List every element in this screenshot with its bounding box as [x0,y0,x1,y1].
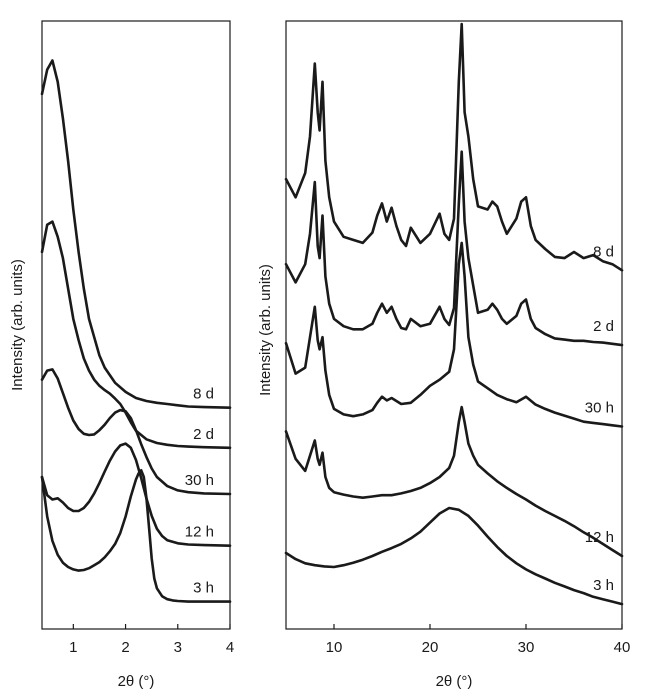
left-curve-12h [40,442,232,547]
right-curve-30h [284,241,624,428]
right-x-tick-label-10: 10 [326,639,343,656]
left-x-tick-label-3: 3 [174,639,182,656]
right-curves [284,22,624,606]
left-series-label-3h: 3 h [193,580,214,597]
right-y-axis-label: Intensity (arb. units) [257,264,274,396]
left-curve-30h [40,368,232,496]
right-x-tick-label-20: 20 [422,639,439,656]
right-x-ticks: 10 20 30 40 [326,624,631,656]
left-curve-8d [40,59,232,409]
right-curve-12h [284,405,624,558]
right-curve-3h [284,506,624,606]
right-curve-8d [284,22,624,272]
left-plot-frame [41,20,231,630]
left-series-label-8d: 8 d [193,386,214,403]
right-series-label-3h: 3 h [593,577,614,594]
left-series-label-2d: 2 d [193,426,214,443]
right-panel: 10 20 30 40 8 d 2 d 30 h 12 h 3 h 2θ (°) Intens… [257,20,631,690]
right-x-tick-label-30: 30 [518,639,535,656]
right-series-labels: 8 d 2 d 30 h 12 h 3 h [585,243,614,594]
right-x-axis-label: 2θ (°) [436,673,473,690]
left-series-label-30h: 30 h [185,472,214,489]
right-plot-frame [285,20,623,630]
right-curve-2d [284,150,624,347]
right-x-tick-label-40: 40 [614,639,631,656]
right-series-label-8d: 8 d [593,243,614,260]
left-x-tick-label-1: 1 [69,639,77,656]
left-x-tick-label-2: 2 [121,639,129,656]
right-series-label-30h: 30 h [585,400,614,417]
left-x-ticks: 1 2 3 4 [69,624,234,656]
left-x-axis-label: 2θ (°) [118,673,155,690]
right-series-label-12h: 12 h [585,529,614,546]
left-y-axis-label: Intensity (arb. units) [9,259,26,391]
right-series-label-2d: 2 d [593,318,614,335]
left-curves [40,59,232,603]
left-panel: 1 2 3 4 8 d 2 d 30 h 12 h 3 h 2θ (°) Intensity … [9,20,234,690]
left-series-labels: 8 d 2 d 30 h 12 h 3 h [185,386,214,597]
left-x-tick-label-4: 4 [226,639,234,656]
left-curve-2d [40,220,232,450]
left-series-label-12h: 12 h [185,524,214,541]
left-curve-3h [40,469,232,603]
